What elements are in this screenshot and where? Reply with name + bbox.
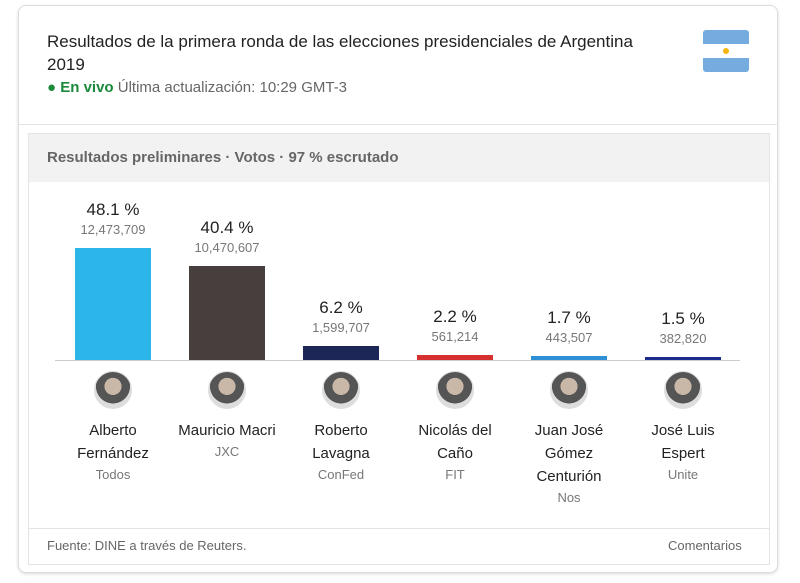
party: JXC bbox=[214, 444, 240, 459]
source: Fuente: DINE a través de Reuters. bbox=[47, 538, 247, 553]
candidate-name: José Luis Espert bbox=[651, 422, 715, 462]
bar bbox=[75, 247, 151, 360]
flag bbox=[703, 30, 749, 72]
live-status: ● En vivo Última actualización: 10:29 GM… bbox=[47, 79, 348, 96]
votes-label: 561,214 bbox=[431, 328, 479, 344]
votes-label: 382,820 bbox=[659, 330, 707, 346]
votes-label: 10,470,607 bbox=[194, 239, 260, 255]
bar bbox=[531, 356, 607, 360]
separator bbox=[18, 124, 778, 125]
bar bbox=[645, 356, 721, 360]
value-label: 1.7 % bbox=[547, 308, 591, 328]
party: Unite bbox=[667, 467, 699, 482]
title: Resultados de la primera ronda de las el… bbox=[47, 32, 633, 74]
candidate-name: Mauricio Macri bbox=[178, 422, 276, 439]
comments[interactable]: Comentarios bbox=[668, 538, 742, 553]
card bbox=[18, 5, 778, 573]
results-panel bbox=[28, 133, 770, 565]
subheader: Resultados preliminares · Votos · 97 % e… bbox=[47, 149, 399, 166]
candidate-name: Juan José Gómez Centurión bbox=[534, 422, 604, 485]
votes-label: 1,599,707 bbox=[312, 319, 370, 335]
candidate-photo bbox=[208, 371, 246, 409]
value-label: 40.4 % bbox=[200, 217, 254, 237]
subheader-band bbox=[29, 134, 769, 182]
bar bbox=[189, 265, 265, 360]
candidate-photo bbox=[550, 371, 588, 409]
votes-label: 443,507 bbox=[545, 330, 593, 346]
candidate-photo bbox=[322, 371, 360, 409]
party: ConFed bbox=[317, 467, 365, 482]
bar bbox=[417, 354, 493, 360]
value-label: 2.2 % bbox=[433, 306, 477, 326]
votes-label: 12,473,709 bbox=[80, 221, 146, 237]
party: FIT bbox=[445, 467, 465, 482]
party: Nos bbox=[557, 490, 581, 505]
value-label: 6.2 % bbox=[319, 297, 363, 317]
value-label: 48.1 % bbox=[86, 199, 140, 219]
updated: Última actualización: 10:29 GMT-3 bbox=[117, 79, 348, 96]
candidate-photo bbox=[664, 371, 702, 409]
candidate-photo bbox=[94, 371, 132, 409]
live: En vivo bbox=[60, 79, 114, 96]
candidate-name: Alberto Fernández bbox=[77, 422, 149, 462]
baseline bbox=[55, 360, 740, 361]
bar bbox=[303, 345, 379, 360]
candidate-name: Nicolás del Caño bbox=[418, 422, 492, 462]
candidate-name: Roberto Lavagna bbox=[312, 422, 370, 462]
party: Todos bbox=[95, 467, 131, 482]
footer-line bbox=[29, 528, 769, 529]
candidate-photo bbox=[436, 371, 474, 409]
value-label: 1.5 % bbox=[661, 308, 705, 328]
